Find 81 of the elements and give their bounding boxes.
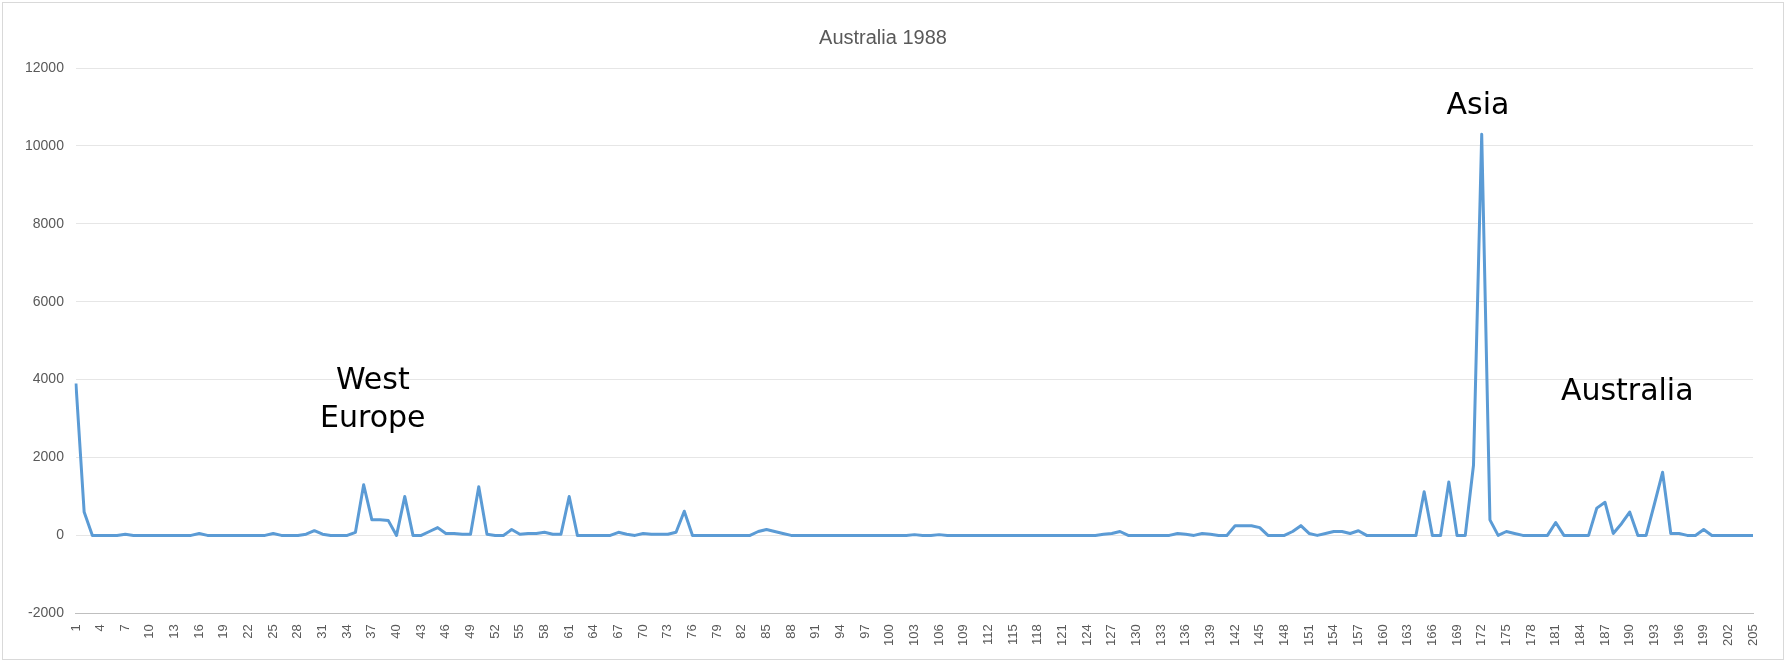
x-tick-label: 85: [758, 624, 774, 639]
x-tick-label: 52: [486, 624, 502, 639]
x-tick-label: 148: [1275, 624, 1291, 647]
x-tick-label: 172: [1473, 624, 1489, 647]
x-tick-label: 166: [1423, 624, 1439, 647]
x-tick-label: 55: [511, 624, 527, 639]
annotation: Asia: [1446, 85, 1510, 121]
x-tick-label: 190: [1621, 624, 1637, 647]
x-tick-label: 40: [388, 624, 404, 639]
x-tick-label: 187: [1596, 624, 1612, 647]
x-tick-label: 202: [1719, 624, 1735, 647]
x-tick-label: 115: [1004, 624, 1020, 646]
x-tick-label: 22: [240, 624, 256, 639]
x-tick-label: 91: [807, 624, 823, 639]
x-tick-label: 67: [610, 624, 626, 639]
x-tick-label: 4: [92, 624, 108, 632]
x-tick-label: 103: [906, 624, 922, 647]
x-tick-label: 88: [782, 624, 798, 639]
x-tick-label: 49: [462, 624, 478, 639]
x-tick-label: 31: [314, 624, 330, 639]
y-tick-label: 8000: [32, 214, 65, 231]
x-tick-label: 76: [684, 624, 700, 639]
x-tick-label: 181: [1547, 624, 1563, 647]
x-tick-label: 142: [1226, 624, 1242, 647]
x-tick-label: 10: [141, 624, 157, 639]
y-tick-label: 0: [56, 526, 65, 543]
x-tick-label: 139: [1202, 624, 1217, 647]
x-tick-label: 169: [1448, 624, 1464, 647]
x-tick-label: 157: [1349, 624, 1365, 647]
chart-title: Australia 1988: [819, 25, 947, 48]
x-tick-label: 160: [1374, 624, 1390, 647]
x-tick-label: 19: [215, 624, 231, 639]
x-tick-label: 121: [1054, 624, 1070, 647]
x-tick-label: 58: [536, 624, 552, 639]
x-tick-label: 94: [832, 624, 848, 639]
y-tick-label: 10000: [24, 136, 65, 153]
x-tick-label: 73: [659, 624, 675, 639]
x-tick-label: 70: [634, 624, 650, 639]
y-tick-label: -2000: [28, 604, 65, 621]
x-tick-label: 136: [1177, 624, 1193, 647]
x-tick-label: 25: [264, 624, 280, 639]
x-tick-label: 97: [856, 624, 872, 639]
y-tick-label: 2000: [32, 448, 65, 465]
x-tick-label: 82: [733, 624, 749, 639]
x-tick-label: 64: [585, 624, 601, 639]
x-tick-label: 178: [1522, 624, 1538, 647]
x-tick-label: 7: [116, 624, 132, 632]
x-tick-label: 43: [412, 624, 428, 639]
x-tick-label: 199: [1695, 624, 1711, 647]
x-tick-label: 127: [1103, 624, 1119, 647]
x-tick-label: 46: [437, 624, 453, 639]
y-tick-label: 12000: [24, 58, 65, 75]
x-tick-label: 130: [1128, 624, 1144, 647]
x-tick-label: 118: [1029, 624, 1045, 646]
x-tick-label: 145: [1251, 624, 1267, 647]
annotation: West Europe: [320, 361, 426, 435]
x-tick-label: 13: [166, 624, 182, 639]
x-tick-label: 184: [1571, 624, 1587, 647]
x-tick-label: 28: [289, 624, 305, 639]
x-tick-label: 34: [338, 624, 354, 639]
x-tick-label: 61: [560, 624, 576, 639]
x-tick-label: 175: [1497, 624, 1513, 647]
y-tick-label: 6000: [32, 292, 65, 309]
x-tick-label: 37: [363, 624, 379, 639]
x-tick-label: 106: [930, 624, 946, 647]
x-tick-label: 205: [1744, 624, 1760, 647]
x-tick-label: 133: [1152, 624, 1168, 647]
x-tick-label: 112: [980, 624, 996, 646]
annotation: Australia: [1560, 372, 1694, 408]
x-tick-label: 196: [1670, 624, 1686, 647]
x-tick-label: 1: [67, 624, 83, 632]
x-tick-label: 109: [955, 624, 971, 647]
x-tick-label: 16: [190, 624, 206, 639]
y-tick-label: 4000: [32, 370, 65, 387]
x-tick-label: 100: [881, 624, 897, 647]
x-tick-label: 151: [1300, 624, 1316, 647]
x-tick-label: 124: [1078, 624, 1094, 647]
x-tick-label: 163: [1399, 624, 1415, 647]
x-tick-label: 154: [1325, 624, 1341, 647]
x-tick-label: 79: [708, 624, 724, 639]
x-tick-label: 193: [1645, 624, 1661, 647]
